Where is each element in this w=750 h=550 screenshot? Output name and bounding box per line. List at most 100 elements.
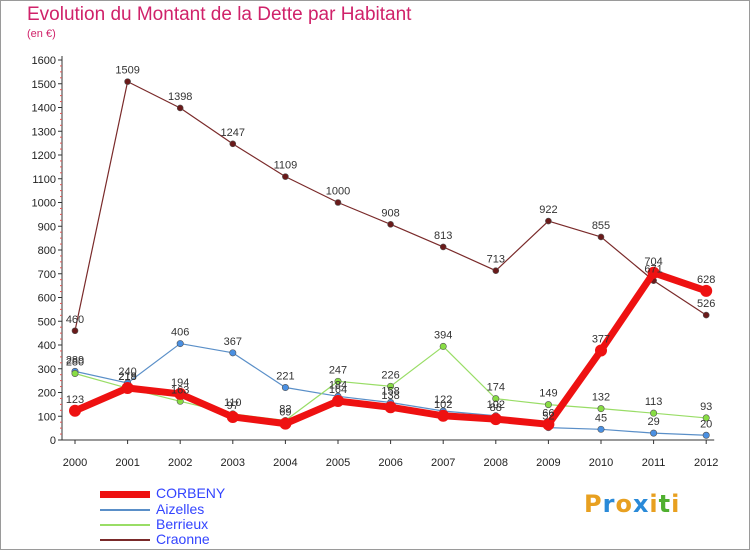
brand-logo: Proxiti <box>584 490 680 518</box>
data-point-berrieux <box>544 401 552 409</box>
data-point-corbeny <box>279 417 292 430</box>
data-point-craonne <box>492 267 500 274</box>
data-label-berrieux: 113 <box>645 396 663 408</box>
y-tick-label: 1000 <box>32 198 56 210</box>
y-tick-label: 1300 <box>32 126 56 138</box>
x-tick-label: 2001 <box>115 457 139 469</box>
data-point-berrieux <box>439 342 447 350</box>
y-tick-label: 1400 <box>32 103 56 115</box>
y-tick-label: 1600 <box>32 55 56 67</box>
data-point-craonne <box>702 311 710 319</box>
data-label-berrieux: 82 <box>279 404 291 416</box>
data-label-berrieux: 110 <box>224 397 242 409</box>
chart-unit-label: (en €) <box>27 28 56 40</box>
data-label-corbeny: 88 <box>490 402 502 414</box>
data-point-corbeny <box>174 387 187 400</box>
data-point-corbeny <box>489 413 502 426</box>
data-label-aizelles: 184 <box>329 379 347 391</box>
y-tick-label: 500 <box>38 316 56 328</box>
data-label-craonne: 813 <box>434 230 452 242</box>
data-label-craonne: 1000 <box>326 186 350 198</box>
y-tick-label: 1500 <box>32 79 56 91</box>
data-label-aizelles: 122 <box>434 394 452 406</box>
data-point-berrieux <box>492 395 500 403</box>
data-label-craonne: 1109 <box>274 160 298 172</box>
chart-title: Evolution du Montant de la Dette par Hab… <box>27 4 412 25</box>
data-label-aizelles: 45 <box>595 412 607 424</box>
brand-letter: o <box>615 490 633 518</box>
brand-letter: P <box>584 490 603 518</box>
y-tick-label: 100 <box>38 411 56 423</box>
data-label-berrieux: 93 <box>700 401 712 413</box>
data-point-craonne <box>282 173 289 180</box>
x-tick-label: 2011 <box>642 457 666 469</box>
legend-swatch-berrieux <box>100 524 150 526</box>
data-label-berrieux: 163 <box>171 384 189 396</box>
data-label-berrieux: 247 <box>329 364 347 376</box>
y-tick-label: 1200 <box>32 150 56 162</box>
data-point-corbeny <box>69 404 81 417</box>
data-label-corbeny: 194 <box>171 377 189 389</box>
data-label-corbeny: 97 <box>227 400 239 412</box>
data-label-craonne: 713 <box>487 254 505 266</box>
data-point-craonne <box>597 233 605 241</box>
data-point-craonne <box>124 78 131 85</box>
data-point-berrieux <box>597 405 605 413</box>
data-label-craonne: 526 <box>697 298 715 310</box>
data-label-craonne: 1247 <box>221 127 245 139</box>
data-point-aizelles <box>702 431 710 439</box>
data-label-craonne: 671 <box>644 264 662 276</box>
data-label-aizelles: 240 <box>118 366 136 378</box>
data-point-craonne <box>545 217 552 225</box>
data-label-corbeny: 164 <box>329 384 347 396</box>
brand-letter: t <box>658 490 672 518</box>
data-label-aizelles: 289 <box>66 354 84 366</box>
data-label-aizelles: 406 <box>171 327 189 339</box>
y-tick-label: 1100 <box>32 174 56 186</box>
brand-letter: r <box>602 490 616 518</box>
data-label-aizelles: 52 <box>542 411 554 423</box>
data-label-berrieux: 226 <box>381 369 399 381</box>
data-label-craonne: 1398 <box>168 91 192 103</box>
data-point-craonne <box>71 327 79 335</box>
data-point-aizelles <box>650 429 658 437</box>
data-point-berrieux <box>334 377 342 385</box>
y-tick-label: 400 <box>38 340 56 352</box>
data-label-berrieux: 174 <box>487 382 505 394</box>
data-label-berrieux: 149 <box>539 388 557 400</box>
data-label-corbeny: 628 <box>697 274 715 286</box>
data-point-aizelles <box>176 340 184 348</box>
data-label-corbeny: 123 <box>66 394 84 406</box>
data-label-aizelles: 367 <box>224 336 242 348</box>
data-label-aizelles: 29 <box>647 416 659 428</box>
brand-letter: i <box>649 490 659 518</box>
data-point-berrieux <box>650 409 658 417</box>
data-point-aizelles <box>281 384 289 392</box>
y-tick-label: 800 <box>38 245 56 257</box>
data-point-berrieux <box>387 382 395 390</box>
legend-label-aizelles: Aizelles <box>156 501 205 517</box>
data-label-aizelles: 221 <box>276 371 294 383</box>
legend-swatch-corbeny <box>100 491 150 498</box>
data-label-craonne: 922 <box>539 204 557 216</box>
data-label-corbeny: 102 <box>434 399 452 411</box>
x-tick-label: 2009 <box>536 457 560 469</box>
data-point-berrieux <box>702 414 710 422</box>
legend-swatch-craonne <box>100 539 150 541</box>
brand-letter: x <box>632 490 650 518</box>
data-point-corbeny <box>121 381 134 394</box>
data-label-corbeny: 138 <box>381 390 399 402</box>
data-point-craonne <box>439 243 447 251</box>
brand-letter: i <box>671 490 681 518</box>
x-tick-label: 2000 <box>63 457 87 469</box>
y-tick-label: 700 <box>38 269 56 281</box>
x-tick-label: 2008 <box>484 457 508 469</box>
x-tick-label: 2010 <box>589 457 613 469</box>
data-point-craonne <box>334 199 342 206</box>
data-label-craonne: 1509 <box>115 65 139 77</box>
y-tick-label: 200 <box>38 388 56 400</box>
data-point-corbeny <box>384 401 397 414</box>
x-tick-label: 2005 <box>326 457 350 469</box>
x-tick-label: 2004 <box>273 457 297 469</box>
